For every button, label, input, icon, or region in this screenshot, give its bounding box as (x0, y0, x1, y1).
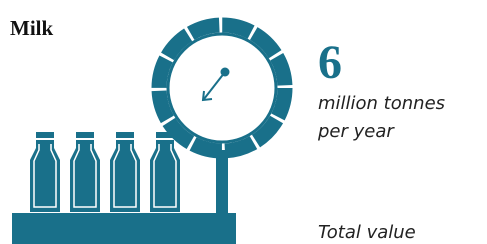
bottle (70, 132, 100, 212)
footer-label: Total value (318, 222, 416, 243)
scale-platform (12, 213, 236, 244)
bottle (110, 132, 140, 212)
bottle (30, 132, 60, 212)
stat-unit: per year (317, 121, 395, 142)
stat-value: 6 (318, 36, 342, 89)
bottles (30, 132, 180, 212)
infographic: Milk 6 million tonnes per year Total val… (0, 0, 487, 244)
dial-face (168, 34, 276, 142)
title: Milk (10, 16, 53, 40)
bottle (150, 132, 180, 212)
scale-post (216, 150, 228, 216)
stat-unit: million tonnes (318, 93, 445, 114)
